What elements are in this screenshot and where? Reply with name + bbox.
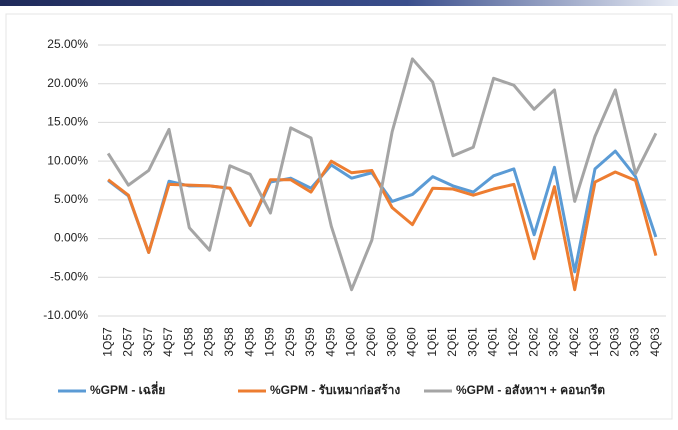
x-tick-label: 3Q63 (628, 327, 642, 357)
x-tick-label: 1Q57 (100, 327, 114, 357)
y-tick-label: 15.00% (47, 115, 88, 129)
x-tick-label: 4Q62 (567, 327, 581, 357)
y-tick-label: 0.00% (54, 231, 88, 245)
x-tick-label: 1Q60 (344, 327, 358, 357)
y-tick-label: 20.00% (47, 76, 88, 90)
x-tick-label: 1Q58 (181, 327, 195, 357)
x-tick-label: 4Q59 (323, 327, 337, 357)
x-tick-label: 4Q61 (486, 327, 500, 357)
y-tick-label: 10.00% (47, 153, 88, 167)
x-tick-label: 1Q61 (425, 327, 439, 357)
legend-label: %GPM - อสังหาฯ + คอนกรีต (456, 383, 605, 397)
x-tick-label: 2Q57 (121, 327, 135, 357)
y-tick-label: -10.00% (43, 308, 88, 322)
x-tick-label: 1Q63 (587, 327, 601, 357)
x-tick-label: 2Q63 (607, 327, 621, 357)
x-tick-label: 2Q62 (526, 327, 540, 357)
x-tick-label: 3Q58 (222, 327, 236, 357)
x-tick-label: 3Q57 (141, 327, 155, 357)
legend-label: %GPM - รับเหมาก่อสร้าง (270, 383, 400, 397)
x-tick-label: 3Q62 (547, 327, 561, 357)
legend-label: %GPM - เฉลี่ย (90, 381, 165, 397)
y-tick-label: -5.00% (50, 269, 88, 283)
x-tick-label: 1Q62 (506, 327, 520, 357)
header-bar (0, 0, 678, 6)
x-tick-label: 2Q61 (445, 327, 459, 357)
y-tick-label: 25.00% (47, 37, 88, 51)
x-tick-label: 2Q59 (283, 327, 297, 357)
x-tick-label: 4Q58 (242, 327, 256, 357)
x-tick-label: 4Q63 (648, 327, 662, 357)
x-tick-label: 4Q60 (405, 327, 419, 357)
x-tick-label: 3Q60 (384, 327, 398, 357)
x-tick-label: 2Q58 (202, 327, 216, 357)
x-tick-label: 2Q60 (364, 327, 378, 357)
series-line (106, 57, 658, 292)
x-tick-label: 3Q59 (303, 327, 317, 357)
y-tick-label: 5.00% (54, 192, 88, 206)
chart-frame (5, 13, 673, 420)
x-tick-label: 1Q59 (263, 327, 277, 357)
x-tick-label: 4Q57 (161, 327, 175, 357)
x-tick-label: 3Q61 (465, 327, 479, 357)
